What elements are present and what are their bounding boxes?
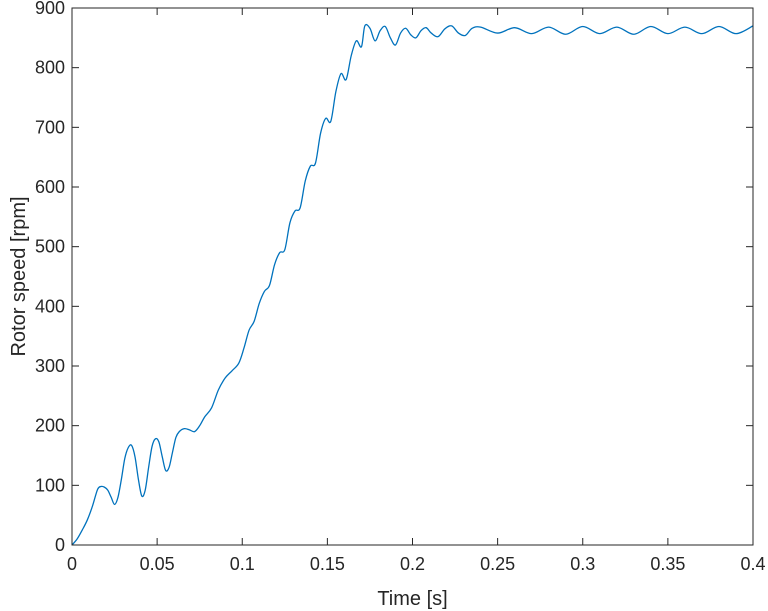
y-tick-label: 0	[55, 535, 65, 555]
y-tick-label: 400	[35, 296, 65, 316]
x-tick-label: 0.3	[570, 554, 595, 574]
x-tick-label: 0.05	[140, 554, 175, 574]
x-axis-ticks: 0 0.05 0.1 0.15 0.2 0.25 0.3 0.35 0.4	[67, 8, 766, 574]
y-tick-label: 900	[35, 0, 65, 18]
x-tick-label: 0.35	[650, 554, 685, 574]
y-axis-label: Rotor speed [rpm]	[8, 196, 30, 356]
x-tick-label: 0.15	[310, 554, 345, 574]
x-axis-label: Time [s]	[377, 588, 447, 610]
y-tick-label: 500	[35, 237, 65, 257]
x-tick-label: 0.2	[400, 554, 425, 574]
plot-area	[71, 23, 754, 546]
x-tick-label: 0.4	[740, 554, 765, 574]
y-tick-label: 800	[35, 58, 65, 78]
y-tick-label: 100	[35, 475, 65, 495]
x-tick-label: 0.25	[480, 554, 515, 574]
x-tick-label: 0.1	[230, 554, 255, 574]
y-tick-label: 200	[35, 416, 65, 436]
y-axis-ticks: 0 100 200 300 400 500 600 700 800 900	[35, 0, 753, 555]
y-tick-label: 300	[35, 356, 65, 376]
rotor-speed-series-line	[71, 23, 754, 546]
y-tick-label: 600	[35, 177, 65, 197]
x-tick-label: 0	[67, 554, 77, 574]
y-tick-label: 700	[35, 117, 65, 137]
